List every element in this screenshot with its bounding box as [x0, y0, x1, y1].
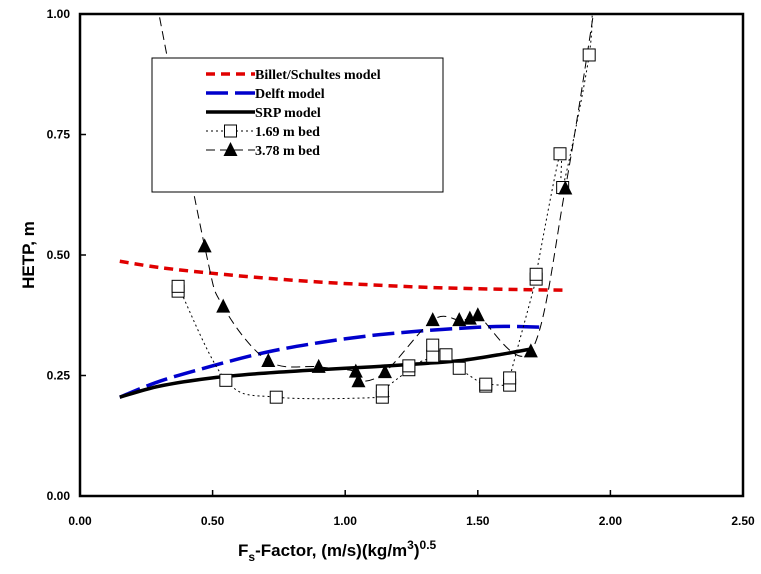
x-tick-label: 2.50 [731, 514, 755, 528]
data-point-triangle [558, 180, 573, 195]
data-point-square [529, 267, 543, 281]
legend-label: Billet/Schultes model [255, 68, 381, 83]
data-point-square [375, 384, 389, 398]
data-point-square [452, 361, 466, 375]
data-point-square [426, 349, 440, 363]
data-point-triangle [348, 363, 363, 378]
data-point-triangle [523, 343, 538, 358]
data-point-square [426, 338, 440, 352]
data-point-triangle [261, 353, 276, 368]
y-tick-label: 0.25 [47, 369, 71, 383]
data-point-triangle [216, 298, 231, 313]
data-point-square [479, 377, 493, 391]
data-point-triangle [351, 373, 366, 388]
y-tick-label: 0.50 [47, 248, 71, 262]
legend-label: Delft model [255, 87, 325, 102]
data-point-square [402, 359, 416, 373]
series-line-1 [119, 259, 563, 292]
data-point-triangle [470, 307, 485, 322]
x-tick-label: 1.00 [334, 514, 358, 528]
series-line-2 [119, 324, 545, 399]
legend-marker-triangle [223, 142, 238, 156]
legend: Billet/Schultes model Delft model SRP mode… [151, 57, 444, 193]
data-point-square [582, 48, 596, 62]
data-point-square [439, 348, 453, 362]
data-point-square [553, 147, 567, 161]
series-line-3 [119, 347, 532, 399]
data-point-triangle [452, 312, 467, 327]
x-tick-label: 0.50 [201, 514, 225, 528]
data-point-square [503, 371, 517, 385]
legend-label: SRP model [255, 106, 321, 121]
y-axis-title: HETP, m [19, 221, 38, 289]
data-point-square [219, 373, 233, 387]
y-tick-label: 1.00 [47, 7, 71, 21]
legend-box [151, 57, 444, 193]
x-tick-label: 2.00 [599, 514, 623, 528]
legend-marker-square [224, 124, 237, 138]
data-point-triangle [377, 364, 392, 379]
data-point-square [171, 279, 185, 293]
data-point-square [269, 390, 283, 404]
y-tick-label: 0.75 [47, 128, 71, 142]
x-tick-label: 0.00 [68, 514, 92, 528]
legend-label: 3.78 m bed [255, 144, 320, 159]
x-axis-title: Fs-Factor, (m/s)(kg/m3)0.5 [238, 538, 437, 564]
x-tick-label: 1.50 [466, 514, 490, 528]
y-tick-label: 0.00 [47, 489, 71, 503]
data-point-triangle [425, 312, 440, 327]
series-line-5 [158, 14, 594, 382]
legend-label: 1.69 m bed [255, 125, 320, 140]
data-point-triangle [311, 358, 326, 373]
data-point-triangle [197, 238, 212, 253]
